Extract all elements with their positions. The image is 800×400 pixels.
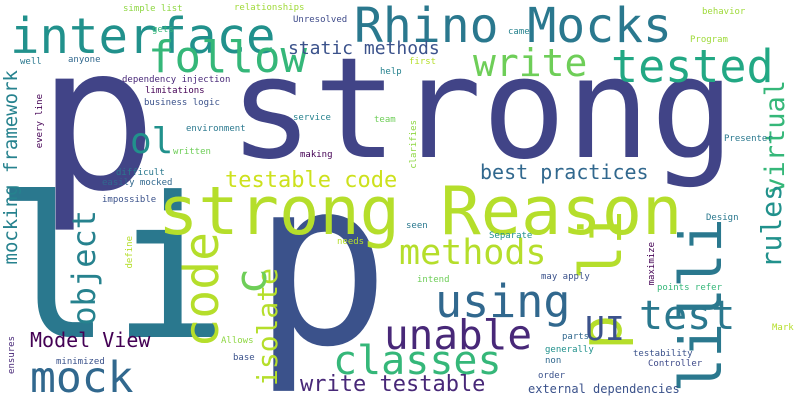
word: UI — [585, 309, 625, 348]
word: strong — [229, 28, 735, 191]
word: Unresolved — [293, 15, 348, 25]
word: points refer — [657, 283, 723, 293]
word: order — [538, 371, 566, 381]
word: object — [65, 210, 103, 326]
word: non — [545, 356, 562, 366]
word: anyone — [68, 55, 101, 65]
word: base — [233, 353, 255, 363]
word: every line — [35, 94, 45, 149]
word: difficult — [116, 168, 165, 178]
word: written — [173, 147, 211, 157]
word: p — [37, 3, 158, 236]
word: li — [0, 156, 231, 384]
word: parts — [562, 332, 590, 342]
word: rules — [755, 184, 788, 269]
word: strong Reason — [158, 172, 683, 250]
word: using — [435, 275, 571, 328]
word: code — [174, 232, 230, 348]
word: testable code — [225, 168, 398, 193]
word: Rhino Mocks — [354, 0, 672, 54]
word: generally — [545, 345, 594, 355]
word: service — [293, 113, 331, 123]
word: tested — [611, 40, 774, 93]
word: mocking framework — [0, 70, 22, 265]
word: may apply — [541, 272, 590, 282]
word: easily mocked — [102, 178, 173, 188]
word: gets — [152, 25, 174, 35]
word: follow — [148, 32, 307, 83]
word: behavior — [702, 7, 746, 17]
word: minimized — [56, 357, 105, 367]
word: environment — [186, 124, 246, 134]
word: Allows — [221, 336, 254, 346]
word: Presenter — [724, 134, 773, 144]
word: best practices — [480, 160, 649, 184]
word: Program — [690, 35, 728, 45]
word: interface — [10, 8, 276, 65]
word: seen — [406, 221, 428, 231]
word: impossible — [102, 195, 157, 205]
word: write testable — [300, 372, 486, 397]
word: maximize — [647, 242, 657, 286]
word: first — [409, 57, 437, 67]
word: c — [226, 268, 277, 295]
word: business logic — [144, 98, 220, 108]
word: simple list — [123, 4, 183, 14]
word: making — [300, 150, 333, 160]
word: help — [380, 67, 402, 77]
word: ol — [130, 121, 174, 162]
word: define — [125, 236, 135, 269]
word: test — [639, 293, 736, 339]
word: Design — [706, 213, 739, 223]
word: clarifies — [409, 120, 419, 169]
word: team — [374, 115, 396, 125]
word: Separate — [489, 231, 533, 241]
word: relationships — [234, 3, 305, 13]
word: ensures — [7, 336, 17, 374]
word: static methods — [288, 38, 440, 59]
word: unable — [384, 311, 533, 359]
word: methods — [399, 233, 547, 273]
word: p — [252, 131, 391, 398]
word: classes — [333, 338, 502, 384]
word: came — [508, 27, 530, 37]
word: write — [473, 41, 588, 85]
word: intend — [417, 275, 450, 285]
word: dependency injection — [122, 75, 231, 85]
word: Controller — [648, 359, 703, 369]
word: Model View — [30, 328, 151, 352]
word: limitations — [145, 86, 205, 96]
word: external dependencies — [528, 382, 680, 396]
word: Mark — [772, 323, 794, 333]
word: well — [20, 57, 42, 67]
word: mock — [30, 353, 134, 400]
word: testability — [633, 349, 693, 359]
word: needs — [337, 237, 365, 247]
